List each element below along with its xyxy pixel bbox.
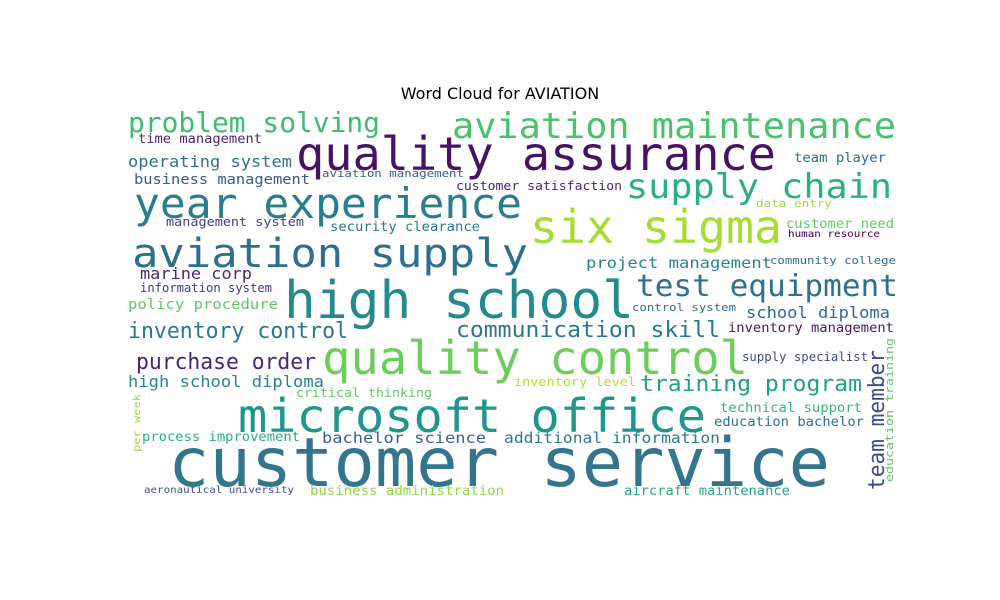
word-education-training: education training <box>883 338 896 482</box>
word-community-college: community college <box>770 254 896 267</box>
word-information-system: information system <box>140 281 272 295</box>
chart-title: Word Cloud for AVIATION <box>400 84 600 103</box>
word-security-clearance: security clearance <box>330 220 480 235</box>
word-policy-procedure: policy procedure <box>128 297 278 313</box>
word-bachelor-science: bachelor science <box>322 429 486 447</box>
word-quality-control: quality control <box>322 331 748 385</box>
word-technical-support: technical support <box>720 401 862 416</box>
word-aviation-supply: aviation supply <box>132 231 528 277</box>
word-high-school: high school <box>284 271 634 331</box>
word-supply-specialist: supply specialist <box>742 350 868 364</box>
word-training-program: training program <box>640 372 862 397</box>
word-operating-system: operating system <box>128 152 292 171</box>
word-per-week: per week <box>132 394 143 452</box>
word-marine-corp: marine corp <box>140 264 252 283</box>
word-control-system: control system <box>632 301 736 314</box>
word-business-management: business management <box>134 172 310 188</box>
word-quality-assurance: quality assurance <box>296 127 776 181</box>
word-six-sigma: six sigma <box>530 200 782 254</box>
word-aircraft-maintenance: aircraft maintenance <box>624 484 790 499</box>
word-problem-solving: problem solving <box>128 106 380 139</box>
word-supply-chain: supply chain <box>626 167 892 207</box>
word-high-school-diploma: high school diploma <box>128 372 324 391</box>
word-project-management: project management <box>586 254 772 272</box>
word-customer-service: customer service <box>168 424 830 503</box>
word-year-experience: year experience <box>134 179 522 228</box>
word-inventory-level: inventory level <box>514 375 636 389</box>
word-data-entry: data entry <box>756 197 832 210</box>
word-aviation-maintenance: aviation maintenance <box>452 106 896 147</box>
word-school-diploma: school diploma <box>746 303 890 322</box>
word-critical-thinking: critical thinking <box>296 386 432 400</box>
word-human-resource: human resource <box>788 229 880 240</box>
word-customer-need: customer need <box>786 217 894 232</box>
word-inventory-control: inventory control <box>128 319 348 344</box>
word-process-improvement: process improvement <box>142 430 300 445</box>
word-microsoft-office: microsoft office <box>238 389 706 443</box>
word-team-player: team player <box>794 151 886 166</box>
word-customer-satisfaction: customer satisfaction <box>456 179 622 193</box>
word-management-system: management system <box>166 215 304 229</box>
word-aviation-management: aviation management <box>322 167 464 180</box>
word-inventory-management: inventory management <box>728 321 894 336</box>
word-business-administration: business administration <box>310 484 504 499</box>
word-additional-information: additional information <box>504 429 720 447</box>
word-test-equipment: test equipment <box>636 269 898 304</box>
word-team-member: team member <box>865 350 890 490</box>
word-time-management: time management <box>138 132 262 147</box>
word-communication-skill: communication skill <box>456 318 720 343</box>
word-aeronautical-university: aeronautical university <box>144 485 294 496</box>
word-education-bachelor: education bachelor <box>714 415 864 430</box>
word-purchase-order: purchase order <box>136 350 316 375</box>
